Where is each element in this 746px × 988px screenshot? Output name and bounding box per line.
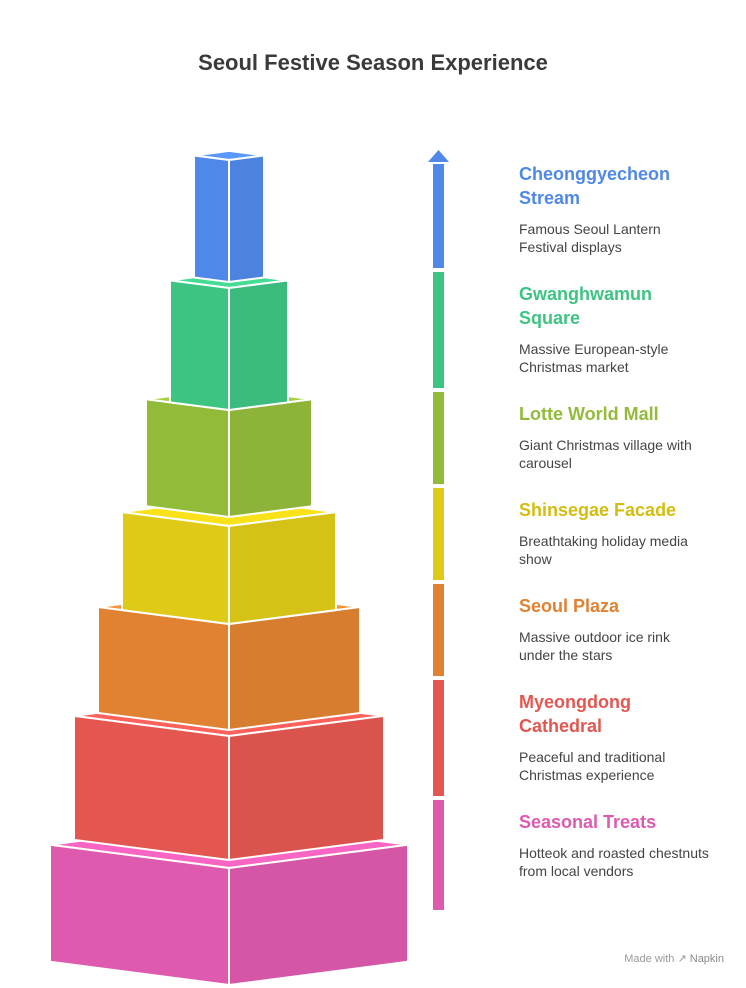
level-title: Myeongdong Cathedral bbox=[519, 692, 631, 736]
level-description: Massive European-style Christmas market bbox=[519, 341, 669, 375]
level-title: Lotte World Mall bbox=[519, 404, 659, 424]
level-5-left-face bbox=[73, 714, 230, 861]
arrow-segment-0 bbox=[433, 164, 444, 268]
arrow-segment-4 bbox=[433, 584, 444, 676]
level-2-right-face bbox=[228, 398, 313, 518]
level-0-left-face bbox=[193, 154, 230, 283]
arrow-segment-1 bbox=[433, 272, 444, 388]
napkin-logo-icon: ↗ bbox=[677, 953, 687, 965]
level-3-left-face bbox=[121, 511, 230, 625]
level-description: Breathtaking holiday media show bbox=[519, 533, 688, 567]
level-3-right-face bbox=[228, 511, 337, 625]
arrow-up-icon bbox=[428, 150, 449, 162]
label-shinsegae: Shinsegae Facade Breathtaking holiday me… bbox=[519, 498, 709, 568]
level-description: Massive outdoor ice rink under the stars bbox=[519, 629, 670, 663]
arrow-segment-5 bbox=[433, 680, 444, 796]
level-title: Seoul Plaza bbox=[519, 596, 620, 616]
level-0-right-face bbox=[228, 154, 265, 283]
label-seasonal-treats: Seasonal Treats Hotteok and roasted ches… bbox=[519, 810, 709, 880]
label-seoul-plaza: Seoul Plaza Massive outdoor ice rink und… bbox=[519, 594, 709, 664]
level-1-left-face bbox=[169, 279, 230, 411]
watermark: Made with ↗ Napkin bbox=[624, 952, 724, 965]
watermark-prefix: Made with bbox=[624, 953, 675, 965]
watermark-brand: Napkin bbox=[689, 953, 724, 965]
level-title: Cheonggyecheon Stream bbox=[519, 164, 671, 208]
level-description: Peaceful and traditional Christmas exper… bbox=[519, 749, 666, 783]
label-gwanghwamun: Gwanghwamun Square Massive European-styl… bbox=[519, 282, 709, 376]
level-description: Hotteok and roasted chestnuts from local… bbox=[519, 845, 709, 879]
level-6-left-face bbox=[49, 843, 230, 986]
level-4-right-face bbox=[228, 605, 361, 731]
label-lotte-world: Lotte World Mall Giant Christmas village… bbox=[519, 402, 709, 472]
label-myeongdong: Myeongdong Cathedral Peaceful and tradit… bbox=[519, 690, 709, 784]
level-2-left-face bbox=[145, 398, 230, 518]
arrow-segment-3 bbox=[433, 488, 444, 580]
level-1-right-face bbox=[228, 279, 289, 411]
level-description: Famous Seoul Lantern Festival displays bbox=[519, 221, 661, 255]
level-title: Gwanghwamun Square bbox=[519, 284, 653, 328]
level-title: Seasonal Treats bbox=[519, 812, 657, 832]
level-4-left-face bbox=[97, 605, 230, 731]
level-6-right-face bbox=[228, 843, 409, 986]
level-5-right-face bbox=[228, 714, 385, 861]
arrow-segment-6 bbox=[433, 800, 444, 910]
label-cheonggyecheon: Cheonggyecheon Stream Famous Seoul Lante… bbox=[519, 162, 709, 256]
level-title: Shinsegae Facade bbox=[519, 500, 677, 520]
diagram-title: Seoul Festive Season Experience bbox=[198, 50, 548, 75]
arrow-segment-2 bbox=[433, 392, 444, 484]
level-description: Giant Christmas village with carousel bbox=[519, 437, 692, 471]
